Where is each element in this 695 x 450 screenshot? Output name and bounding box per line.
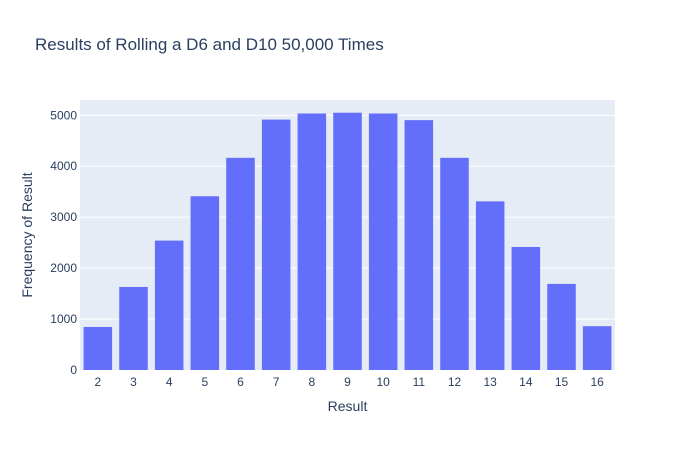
bar-5[interactable] — [190, 196, 220, 370]
x-tick-label: 3 — [130, 375, 137, 389]
x-tick-label: 9 — [344, 375, 351, 389]
x-tick-label: 13 — [483, 375, 497, 389]
x-tick-label: 5 — [201, 375, 208, 389]
x-tick-labels: 2 3 4 5 6 7 8 9 10 11 12 13 14 15 16 — [94, 375, 604, 389]
bar-7[interactable] — [261, 119, 291, 370]
y-tick-label: 2000 — [50, 261, 77, 275]
chart-title: Results of Rolling a D6 and D10 50,000 T… — [35, 35, 384, 54]
bar-4[interactable] — [154, 240, 184, 370]
x-tick-label: 16 — [590, 375, 604, 389]
x-tick-label: 6 — [237, 375, 244, 389]
y-tick-label: 5000 — [50, 108, 77, 122]
y-axis-title: Frequency of Result — [19, 172, 35, 297]
y-tick-label: 3000 — [50, 210, 77, 224]
y-tick-label: 1000 — [50, 312, 77, 326]
bar-2[interactable] — [83, 326, 113, 370]
bar-15[interactable] — [547, 283, 576, 370]
bar-16[interactable] — [582, 326, 612, 370]
bar-14[interactable] — [511, 246, 541, 370]
bar-8[interactable] — [297, 113, 327, 371]
x-tick-label: 4 — [166, 375, 173, 389]
x-tick-label: 7 — [273, 375, 280, 389]
bar-3[interactable] — [119, 286, 148, 370]
x-tick-label: 2 — [94, 375, 101, 389]
bar-9[interactable] — [333, 112, 362, 371]
bars — [83, 112, 612, 371]
bar-10[interactable] — [368, 113, 398, 371]
bar-13[interactable] — [475, 201, 505, 370]
bar-6[interactable] — [226, 157, 255, 370]
x-tick-label: 10 — [376, 375, 390, 389]
x-tick-label: 14 — [519, 375, 533, 389]
bar-11[interactable] — [404, 120, 434, 370]
y-tick-label: 0 — [70, 363, 77, 377]
x-tick-label: 8 — [308, 375, 315, 389]
x-tick-label: 15 — [555, 375, 569, 389]
y-tick-label: 4000 — [50, 159, 77, 173]
bar-12[interactable] — [440, 157, 469, 370]
y-tick-labels: 0 1000 2000 3000 4000 5000 — [50, 108, 77, 377]
x-tick-label: 11 — [413, 375, 426, 389]
x-tick-label: 12 — [448, 375, 462, 389]
x-axis-title: Result — [328, 398, 368, 414]
